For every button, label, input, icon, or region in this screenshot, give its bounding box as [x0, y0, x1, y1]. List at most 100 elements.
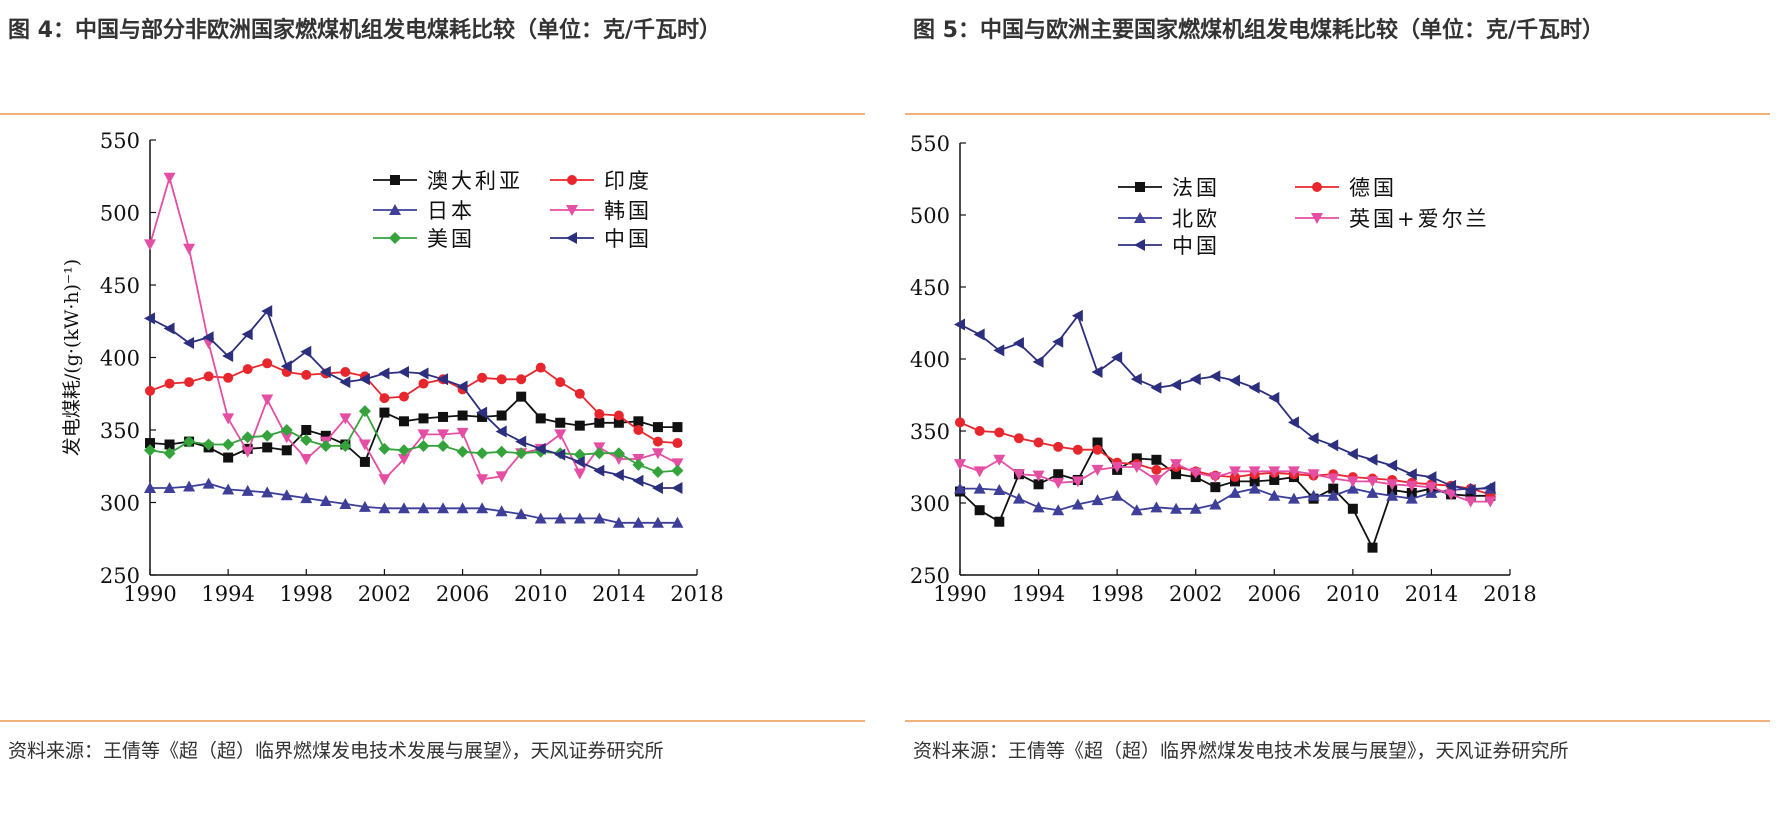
data-point — [183, 243, 196, 255]
data-point — [241, 484, 254, 496]
data-point — [515, 508, 528, 520]
data-point — [1287, 492, 1300, 504]
data-point — [495, 505, 508, 517]
data-point — [1386, 479, 1399, 491]
legend-marker — [566, 205, 578, 216]
data-point — [1091, 494, 1104, 506]
data-point — [1092, 444, 1103, 455]
x-tick-label: 2018 — [670, 582, 723, 606]
data-point — [1130, 462, 1143, 473]
x-tick-label: 2014 — [1405, 582, 1458, 606]
data-point — [144, 444, 156, 457]
series-line — [149, 395, 678, 464]
legend-item: 日本 — [373, 199, 472, 223]
data-point — [1464, 496, 1477, 508]
data-point — [184, 377, 195, 388]
data-point — [456, 427, 469, 439]
data-point — [281, 445, 292, 456]
data-point — [163, 447, 176, 460]
data-point — [164, 378, 175, 389]
y-tick-label: 400 — [100, 347, 140, 371]
data-point — [1346, 448, 1358, 461]
data-point — [1130, 373, 1142, 386]
x-tick-label: 1994 — [1012, 582, 1065, 606]
data-point — [554, 429, 567, 441]
legend-item: 澳大利亚 — [373, 169, 520, 193]
y-tick-label: 350 — [100, 419, 140, 443]
data-point — [496, 374, 507, 385]
figure-5-top-rule — [905, 113, 1770, 115]
data-point — [1386, 489, 1399, 501]
data-point — [955, 417, 965, 428]
data-point — [242, 364, 253, 375]
data-point — [262, 358, 273, 369]
data-point — [457, 410, 468, 421]
data-point — [1052, 477, 1065, 489]
data-point — [183, 480, 196, 492]
data-point — [632, 474, 644, 487]
data-point — [261, 486, 274, 498]
data-point — [671, 516, 684, 528]
data-point — [612, 454, 625, 465]
data-point — [1111, 351, 1123, 364]
y-tick-label: 450 — [910, 276, 950, 300]
series-line — [959, 313, 1491, 491]
data-point — [1405, 468, 1417, 481]
y-tick-label: 400 — [910, 348, 950, 372]
data-point — [613, 410, 624, 421]
legend-label: 英国+爱尔兰 — [1349, 207, 1490, 231]
data-point — [574, 388, 585, 399]
data-point — [1287, 416, 1299, 429]
data-point — [1307, 432, 1319, 445]
data-point — [1150, 474, 1163, 486]
data-point — [397, 366, 409, 378]
data-point — [163, 482, 176, 493]
data-point — [1171, 469, 1182, 480]
data-point — [418, 413, 429, 424]
x-tick-label: 2006 — [1248, 582, 1301, 606]
data-point — [671, 458, 684, 470]
y-tick-label: 550 — [100, 129, 140, 153]
data-point — [1366, 453, 1378, 466]
data-point — [437, 439, 450, 452]
series-line — [150, 482, 678, 524]
legend-item: 北欧 — [1118, 207, 1217, 231]
data-point — [1287, 466, 1300, 478]
data-point — [1189, 467, 1202, 479]
data-point — [1072, 444, 1083, 455]
data-point — [280, 360, 292, 373]
data-point — [1092, 437, 1103, 448]
data-point — [437, 429, 450, 441]
data-point — [261, 429, 274, 442]
data-point — [378, 502, 391, 514]
data-point — [1111, 462, 1124, 473]
data-point — [632, 516, 645, 528]
data-point — [1268, 489, 1281, 501]
data-point — [613, 417, 624, 428]
series-line — [960, 487, 1491, 512]
data-point — [534, 512, 547, 524]
legend-label: 德国 — [1349, 176, 1397, 200]
x-tick-label: 1998 — [280, 582, 333, 606]
data-point — [241, 446, 254, 458]
data-point — [612, 516, 625, 528]
data-point — [652, 436, 663, 447]
data-point — [515, 447, 528, 460]
data-point — [633, 416, 644, 427]
legend-marker — [1311, 213, 1323, 224]
data-point — [1150, 381, 1162, 394]
y-tick-label: 250 — [100, 564, 140, 588]
x-tick-label: 2018 — [1483, 582, 1536, 606]
data-point — [280, 432, 293, 444]
legend-item: 中国 — [1118, 234, 1217, 258]
data-point — [1209, 472, 1222, 484]
data-point — [1111, 489, 1124, 501]
data-point — [651, 466, 664, 479]
data-point — [1229, 374, 1240, 387]
data-point — [280, 424, 293, 436]
data-point — [1032, 355, 1044, 368]
data-point — [222, 483, 235, 495]
x-tick-label: 2002 — [1169, 582, 1222, 606]
data-point — [397, 454, 410, 465]
